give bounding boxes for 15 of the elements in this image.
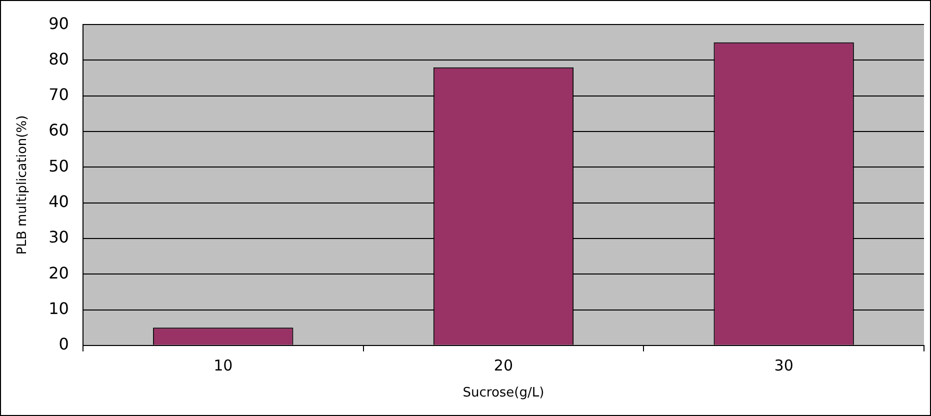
y-tick-label: 10 xyxy=(48,298,69,318)
y-tick-label: 30 xyxy=(48,228,69,247)
y-axis-title: PLB multiplication(%) xyxy=(15,115,30,255)
x-axis-title: Sucrose(g/L) xyxy=(462,386,544,401)
y-tick-label: 40 xyxy=(48,192,69,211)
x-tick-label: 10 xyxy=(214,356,233,374)
x-tick-label: 30 xyxy=(774,356,794,374)
y-tick-label: 60 xyxy=(48,120,69,140)
y-tick-label: 50 xyxy=(48,156,69,176)
y-tick-label: 80 xyxy=(48,49,69,68)
y-tick-label: 0 xyxy=(58,334,69,354)
y-tick-label: 70 xyxy=(48,85,69,104)
x-tick-label: 20 xyxy=(494,356,514,374)
y-tick-label: 20 xyxy=(48,263,69,282)
y-tick-label: 90 xyxy=(48,14,69,33)
